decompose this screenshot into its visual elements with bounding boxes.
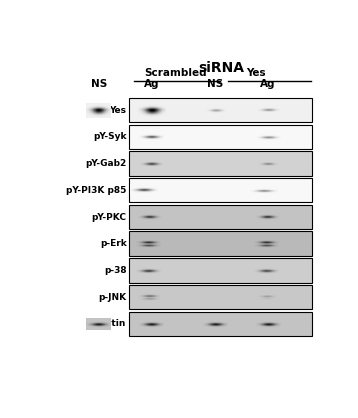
- Text: Ag: Ag: [260, 79, 276, 89]
- Text: Scrambled: Scrambled: [144, 68, 207, 77]
- Bar: [129, 98, 313, 122]
- Text: pY-Gab2: pY-Gab2: [85, 159, 127, 168]
- Text: Ag: Ag: [144, 79, 159, 89]
- Bar: [129, 285, 313, 309]
- Bar: [129, 151, 313, 176]
- Bar: [129, 178, 313, 202]
- Text: Yes: Yes: [246, 68, 265, 77]
- Text: p-JNK: p-JNK: [98, 293, 127, 302]
- Text: pY-PKC: pY-PKC: [92, 212, 127, 222]
- Bar: [129, 232, 313, 256]
- Bar: [129, 258, 313, 283]
- Text: p-38: p-38: [104, 266, 127, 275]
- Text: p-Erk: p-Erk: [100, 239, 127, 248]
- Text: Actin: Actin: [100, 319, 127, 329]
- Text: pY-PI3K p85: pY-PI3K p85: [66, 186, 127, 195]
- Bar: [129, 311, 313, 336]
- Text: NS: NS: [207, 79, 223, 89]
- Text: Yes: Yes: [110, 106, 127, 115]
- Bar: [129, 125, 313, 149]
- Bar: [129, 205, 313, 229]
- Text: NS: NS: [91, 79, 107, 89]
- Text: siRNA: siRNA: [198, 61, 244, 75]
- Text: pY-Syk: pY-Syk: [93, 133, 127, 141]
